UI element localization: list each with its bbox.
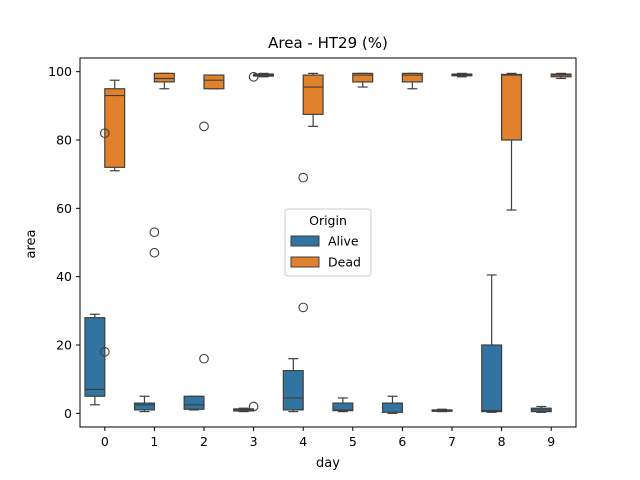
box-alive-2 <box>183 353 209 411</box>
y-tick-label: 60 <box>56 201 72 216</box>
y-tick-label: 0 <box>64 406 72 421</box>
outlier-point <box>149 227 160 238</box>
x-tick-label: 0 <box>101 434 109 449</box>
x-tick-label: 5 <box>349 434 357 449</box>
box-iqr <box>153 72 175 83</box>
box-dead-1 <box>153 72 175 90</box>
x-tick-label: 7 <box>448 434 456 449</box>
box-dead-6 <box>401 72 423 90</box>
outlier-point <box>248 401 259 412</box>
box-dead-7 <box>451 72 473 78</box>
box-alive-1 <box>133 227 160 413</box>
box-alive-8 <box>481 274 503 413</box>
box-dead-9 <box>550 72 572 80</box>
box-alive-3 <box>233 401 259 413</box>
outlier-point <box>199 353 209 364</box>
box-alive-6 <box>381 395 403 414</box>
outlier-point <box>298 172 309 183</box>
box-iqr <box>381 402 403 413</box>
x-tick-label: 9 <box>547 434 555 449</box>
box-iqr <box>133 402 155 411</box>
box-alive-4 <box>282 302 309 413</box>
chart-title: Area - HT29 (%) <box>268 34 388 52</box>
outlier-point <box>99 346 110 357</box>
x-tick-label: 6 <box>398 434 406 449</box>
x-tick-label: 2 <box>200 434 208 449</box>
box-dead-0 <box>99 79 126 172</box>
y-tick-label: 100 <box>48 64 72 79</box>
outlier-point <box>298 302 309 313</box>
plot-area <box>84 71 572 414</box>
y-tick-label: 20 <box>56 338 72 353</box>
axes-frame <box>79 57 577 428</box>
box-iqr <box>84 317 106 397</box>
box-iqr <box>183 395 205 410</box>
box-dead-5 <box>352 72 374 88</box>
legend-title: Origin <box>309 213 347 228</box>
box-alive-7 <box>431 408 453 413</box>
legend-swatch-dead <box>290 256 320 268</box>
outlier-point <box>199 121 209 132</box>
box-iqr <box>481 344 503 413</box>
outlier-point <box>99 128 110 139</box>
box-alive-5 <box>332 397 354 413</box>
box-dead-8 <box>501 72 523 211</box>
box-dead-2 <box>199 74 225 132</box>
box-iqr <box>401 72 423 83</box>
box-dead-3 <box>248 71 275 82</box>
box-alive-0 <box>84 313 110 406</box>
box-iqr <box>332 402 354 412</box>
x-tick-label: 4 <box>299 434 307 449</box>
axes: 0 20 40 60 80 100 0 1 2 3 4 5 6 7 8 9 <box>48 57 577 449</box>
x-tick-label: 8 <box>498 434 506 449</box>
legend: Origin Alive Dead <box>284 208 372 277</box>
box-alive-9 <box>530 405 552 413</box>
x-tick-label: 1 <box>150 434 158 449</box>
x-axis-label: day <box>316 456 340 471</box>
legend-swatch-alive <box>290 235 320 247</box>
legend-label-alive: Alive <box>328 234 359 249</box>
y-tick-label: 40 <box>56 269 72 284</box>
box-iqr <box>501 73 523 141</box>
box-iqr <box>282 370 304 411</box>
outlier-point <box>248 71 259 82</box>
outlier-point <box>149 247 160 258</box>
box-iqr <box>352 72 374 83</box>
box-iqr <box>302 74 324 115</box>
y-tick-label: 80 <box>56 133 72 148</box>
y-axis-label: area <box>24 230 39 259</box>
x-tick-label: 3 <box>250 434 258 449</box>
box-dead-4 <box>298 72 324 183</box>
legend-label-dead: Dead <box>328 255 361 270</box>
box-iqr <box>203 74 225 90</box>
box-iqr <box>104 88 126 168</box>
